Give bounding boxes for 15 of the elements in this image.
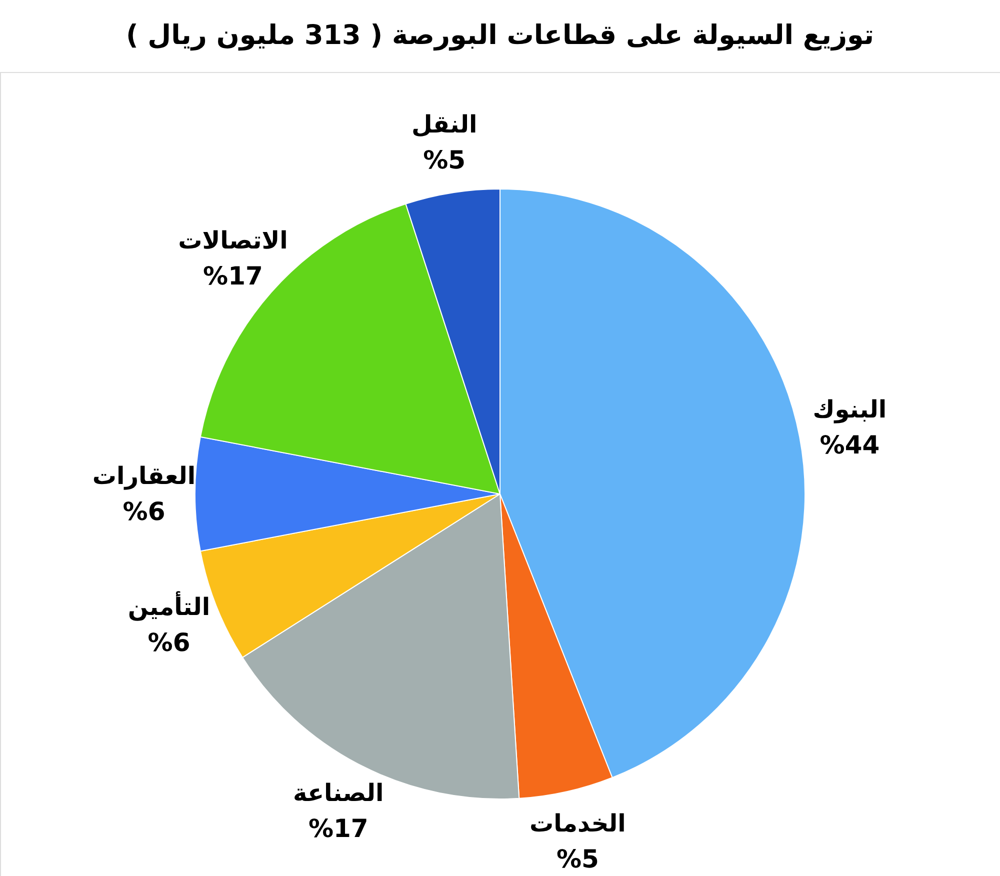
slice-label: الاتصالات (178, 226, 288, 255)
slice-label: الخدمات (529, 809, 626, 838)
slice-label: العقارات (92, 462, 196, 490)
data-label: %5 (556, 844, 599, 874)
data-label: %17 (203, 262, 263, 291)
data-label: %17 (308, 814, 368, 844)
slice-label: التأمين (128, 591, 210, 622)
data-label: %6 (122, 497, 166, 526)
data-label: %44 (820, 430, 880, 460)
data-label: %6 (148, 628, 190, 658)
data-label: %5 (423, 145, 466, 174)
slice-label: البنوك (812, 395, 887, 424)
chart-title: توزيع السيولة على قطاعات البورصة ( 313 مليون ريال ) (126, 20, 874, 51)
slice-label: النقل (411, 110, 478, 138)
slice-label: الصناعة (293, 779, 384, 808)
